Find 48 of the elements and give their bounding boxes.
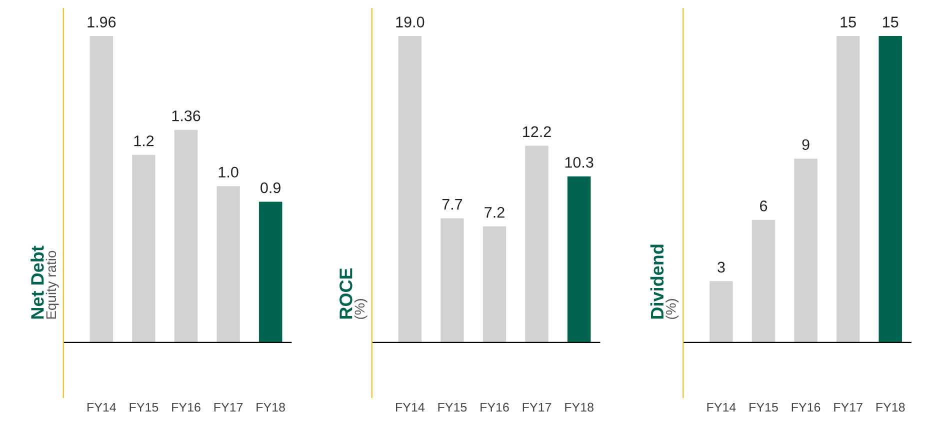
bar <box>216 186 240 342</box>
x-tick-label: FY18 <box>256 402 285 412</box>
x-tick-label: FY17 <box>522 402 552 412</box>
data-label: 12.2 <box>523 126 551 137</box>
data-label: 7.2 <box>484 206 504 218</box>
data-label: 1.0 <box>218 166 238 178</box>
bar <box>398 36 422 342</box>
bar <box>258 202 282 342</box>
bar <box>794 158 818 342</box>
bar <box>878 36 902 342</box>
bar <box>132 154 156 342</box>
data-label: 15 <box>840 16 856 28</box>
data-label: 15 <box>883 16 898 28</box>
x-tick-label: FY14 <box>707 402 736 412</box>
data-label: 1.96 <box>88 16 116 28</box>
x-tick-label: FY18 <box>876 402 905 412</box>
data-label: 1.36 <box>172 110 200 122</box>
bar <box>752 220 776 342</box>
y-axis-title: ROCE (%) <box>340 268 368 319</box>
bar <box>174 130 198 342</box>
bar <box>440 218 464 342</box>
y-axis-title: Dividend (%) <box>650 244 679 319</box>
data-label: 3 <box>718 262 725 273</box>
y-axis-title: Net Debt Equity ratio <box>30 246 59 319</box>
x-tick-label: FY16 <box>792 402 820 412</box>
bar <box>567 176 591 342</box>
x-tick-label: FY16 <box>480 402 509 412</box>
data-label: 19.0 <box>396 16 424 28</box>
x-tick-label: FY18 <box>565 402 594 412</box>
bar <box>90 36 114 342</box>
x-tick-label: FY14 <box>396 402 424 412</box>
x-tick-label: FY15 <box>438 402 467 412</box>
x-tick-label: FY17 <box>834 402 862 412</box>
x-tick-label: FY16 <box>172 402 200 412</box>
x-tick-label: FY15 <box>750 402 778 412</box>
data-label: 7.7 <box>442 199 462 210</box>
data-label: 10.3 <box>565 156 594 168</box>
x-tick-label: FY15 <box>130 402 158 412</box>
bar <box>836 36 860 342</box>
data-label: 9 <box>802 139 810 150</box>
data-label: 6 <box>760 200 768 212</box>
data-label: 1.2 <box>134 135 154 146</box>
data-label: 0.9 <box>260 182 280 194</box>
bar <box>710 281 733 342</box>
bar <box>482 226 506 342</box>
x-tick-label: FY17 <box>214 402 243 412</box>
bar <box>525 146 548 342</box>
x-tick-label: FY14 <box>88 402 116 412</box>
